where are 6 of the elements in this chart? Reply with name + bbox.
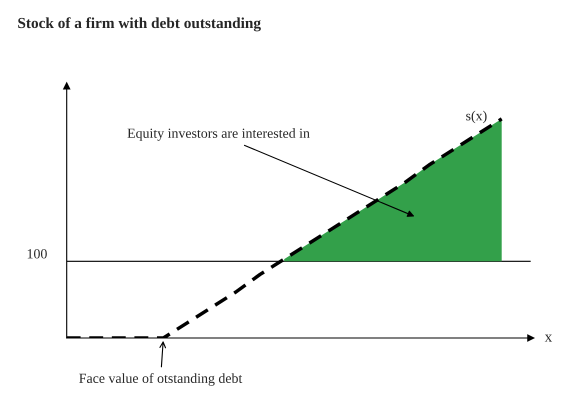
annotation: s(x) (466, 110, 487, 124)
text: 100 (28, 249, 47, 258)
x-axis-title: x (544, 334, 552, 342)
text: Face value of otstanding debt (79, 373, 242, 386)
annotation: Equity investors are interested in (128, 128, 310, 141)
chart-title: Stock of a firm with debt outstanding (18, 17, 261, 32)
